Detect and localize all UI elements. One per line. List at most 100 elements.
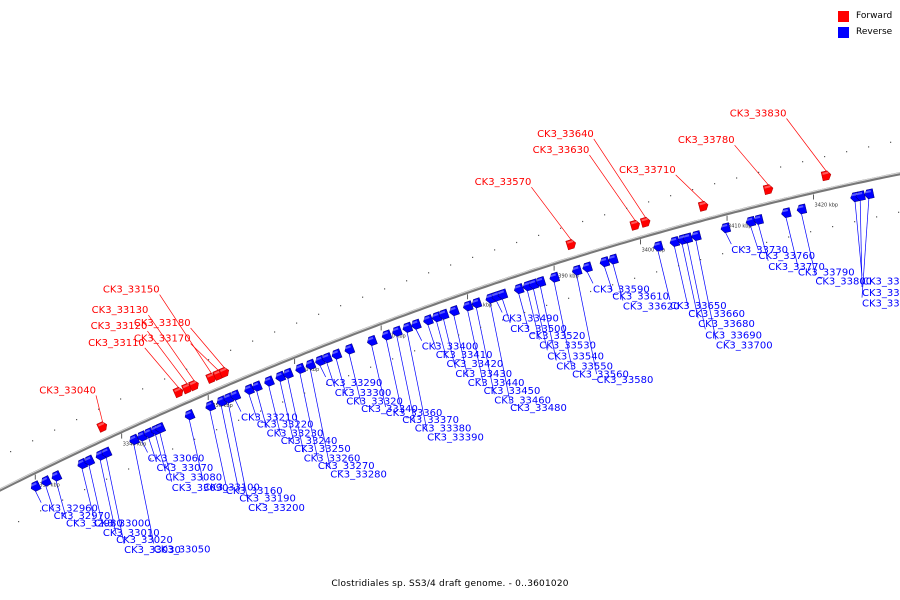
gene-glyph	[331, 348, 343, 360]
gene-label: CK3_33560	[572, 370, 629, 381]
leader-line	[475, 307, 495, 395]
leader-line	[299, 372, 319, 460]
gene-shape	[331, 348, 343, 360]
gene-shape	[402, 321, 414, 333]
gene-shine	[497, 290, 505, 295]
guide-dot	[590, 290, 592, 293]
gene-shape	[697, 200, 709, 212]
leader-line	[95, 395, 104, 423]
gene-label: CK3_33860	[862, 299, 900, 310]
guide-dot	[494, 249, 496, 251]
gene-glyph	[155, 422, 167, 434]
leader-line	[88, 464, 104, 527]
gene-label: CK3_33010	[103, 528, 160, 539]
leader-line	[396, 335, 416, 423]
gene-shine	[40, 477, 48, 482]
gene-glyph	[283, 367, 294, 379]
guide-dot	[414, 350, 416, 352]
gene-glyph	[322, 352, 333, 364]
guide-dot	[274, 331, 276, 333]
scale-tick-label: 3410 kbp	[728, 224, 752, 230]
gene-shape	[305, 358, 317, 370]
gene-shape	[796, 203, 808, 215]
scale-tick-label: 3370 kbp	[382, 333, 406, 339]
gene-label: CK3_33090	[172, 483, 229, 494]
gene-glyph	[669, 236, 681, 247]
leader-line	[757, 223, 769, 261]
guide-dot	[876, 216, 878, 218]
gene-label: CK3_33120	[91, 321, 148, 332]
guide-dot	[722, 253, 724, 255]
guide-dot	[656, 271, 658, 273]
gene-label: CK3_33570	[475, 177, 532, 188]
leader-line	[785, 216, 799, 267]
guide-dot	[436, 342, 438, 344]
gene-shape	[572, 264, 583, 276]
gene-glyph	[582, 261, 593, 273]
guide-dot	[282, 401, 284, 403]
gene-shape	[781, 207, 792, 219]
gene-glyph	[745, 215, 757, 227]
guide-dot	[304, 392, 306, 394]
guide-dot	[758, 171, 760, 173]
gene-glyph	[608, 253, 619, 265]
gene-label: CK3_33360	[386, 408, 443, 419]
gene-shine	[331, 350, 338, 355]
guide-dot	[150, 458, 152, 460]
gene-label: CK3_33710	[619, 165, 676, 176]
gene-label: CK3_33380	[415, 424, 472, 435]
gene-label: CK3_33660	[688, 309, 745, 320]
gene-label: CK3_33390	[427, 432, 484, 443]
gene-shine	[101, 448, 108, 453]
leader-line	[681, 243, 699, 319]
guide-dot	[392, 358, 394, 360]
guide-dot	[472, 256, 474, 258]
gene-glyph	[392, 325, 403, 337]
leader-line	[539, 285, 557, 361]
gene-label: CK3_33040	[39, 385, 96, 396]
leader-line	[406, 331, 428, 432]
gene-shape	[367, 334, 378, 347]
guide-dot	[714, 183, 716, 185]
guide-dot	[384, 288, 386, 290]
leader-line	[155, 434, 166, 472]
leader-line	[686, 242, 706, 330]
guide-dot	[626, 207, 628, 209]
gene-label: CK3_33340	[361, 404, 418, 415]
gene-shine	[216, 397, 223, 402]
gene-shape	[720, 222, 732, 234]
gene-shine	[392, 327, 399, 332]
leader-line	[724, 231, 732, 245]
leader-line	[319, 364, 327, 378]
guide-dot	[560, 227, 562, 229]
gene-label: CK3_33500	[510, 324, 567, 335]
gene-shine	[850, 193, 858, 197]
gene-shine	[608, 255, 615, 260]
gene-glyph	[781, 207, 792, 219]
gene-shape	[392, 325, 403, 337]
gene-glyph	[796, 203, 808, 215]
guide-dot	[208, 359, 210, 361]
gene-glyph	[497, 288, 509, 300]
scale-tick-label: 3400 kbp	[642, 247, 666, 253]
gene-glyph	[275, 370, 287, 382]
gene-label: CK3_33030	[124, 545, 181, 556]
gene-label: CK3_33430	[455, 369, 512, 380]
gene-shape	[449, 305, 460, 317]
gene-shine	[223, 394, 230, 399]
gene-shine	[864, 190, 872, 194]
backbone-highlight	[0, 172, 900, 490]
gene-shape	[188, 380, 199, 392]
gene-shine	[797, 205, 804, 209]
gene-shine	[764, 185, 771, 189]
guide-dot	[898, 211, 900, 213]
gene-glyph	[230, 389, 242, 401]
guide-dot	[648, 201, 650, 203]
gene-label: CK3_33700	[716, 341, 773, 352]
gene-label: CK3_33240	[281, 436, 338, 447]
gene-label: CK3_33410	[436, 350, 493, 361]
gene-label: CK3_33850	[862, 288, 900, 299]
gene-glyph	[344, 343, 356, 355]
gene-label: CK3_33080	[165, 472, 222, 483]
gene-label: CK3_33840	[862, 277, 900, 288]
